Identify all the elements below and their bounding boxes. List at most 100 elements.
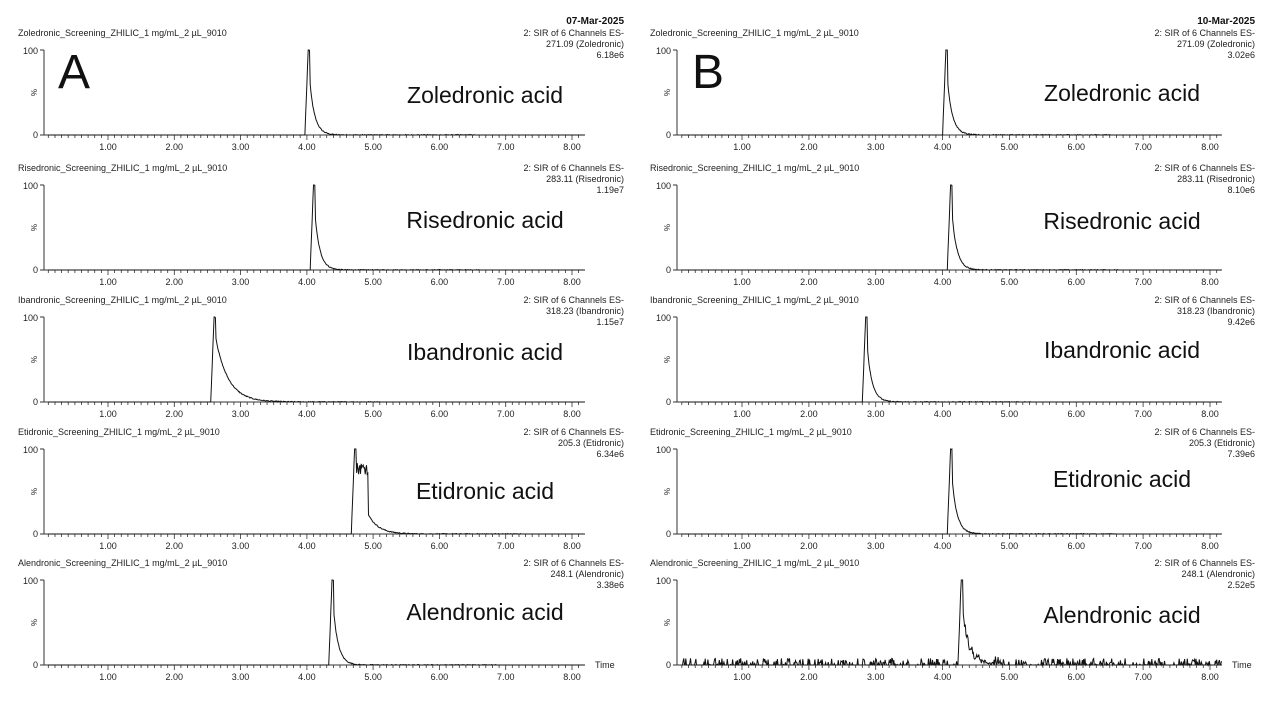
x-ticks (47, 402, 579, 407)
compound-label: Ibandronic acid (1044, 337, 1200, 363)
x-tick-label: 1.00 (733, 541, 751, 551)
sample-name: Risedronic_Screening_ZHILIC_1 mg/mL_2 µL… (18, 163, 227, 173)
intensity-label: 3.02e6 (1227, 50, 1255, 60)
y-axis-label: % (30, 356, 39, 363)
x-tick-label: 1.00 (99, 541, 117, 551)
x-tick-label: 6.00 (1068, 142, 1086, 152)
x-ticks (681, 270, 1218, 275)
channel-label: 2: SIR of 6 Channels ES- (1154, 427, 1255, 437)
chromatogram-trace (48, 448, 585, 535)
x-tick-label: 5.00 (364, 672, 382, 682)
y-tick-label: 100 (656, 181, 671, 191)
x-tick-label: 7.00 (1134, 142, 1152, 152)
chromatogram-trace (681, 316, 1222, 403)
y-axis-label: % (663, 619, 672, 626)
mass-label: 205.3 (Etidronic) (1189, 438, 1255, 448)
x-axis-label: Time (1232, 660, 1252, 670)
channel-label: 2: SIR of 6 Channels ES- (523, 28, 624, 38)
x-tick-label: 4.00 (298, 672, 316, 682)
chromatogram-trace (681, 49, 1222, 136)
intensity-label: 8.10e6 (1227, 185, 1255, 195)
x-ticks (681, 402, 1218, 407)
y-axis-label: % (30, 224, 39, 231)
compound-label: Etidronic acid (1053, 466, 1191, 492)
y-axis-label: % (663, 224, 672, 231)
y-axis-label: % (30, 619, 39, 626)
y-tick-label: 100 (656, 46, 671, 56)
chromatogram-trace (681, 184, 1222, 271)
x-tick-label: 1.00 (99, 672, 117, 682)
compound-label: Alendronic acid (1043, 602, 1200, 628)
mass-label: 271.09 (Zoledronic) (546, 39, 624, 49)
channel-label: 2: SIR of 6 Channels ES- (523, 295, 624, 305)
panel-letter: B (692, 46, 724, 99)
x-tick-label: 4.00 (934, 541, 952, 551)
compound-label: Risedronic acid (406, 207, 563, 233)
x-tick-label: 7.00 (497, 541, 515, 551)
sample-name: Etidronic_Screening_ZHILIC_1 mg/mL_2 µL_… (18, 427, 220, 437)
x-tick-label: 5.00 (1001, 277, 1019, 287)
x-tick-label: 6.00 (1068, 672, 1086, 682)
y-tick-label: 0 (666, 529, 671, 539)
x-tick-label: 3.00 (232, 541, 250, 551)
x-tick-label: 2.00 (800, 277, 818, 287)
x-tick-label: 4.00 (934, 142, 952, 152)
mass-label: 248.1 (Alendronic) (1181, 569, 1255, 579)
y-tick-label: 100 (23, 181, 38, 191)
chromatogram-trace (48, 49, 585, 136)
x-tick-label: 3.00 (232, 672, 250, 682)
x-tick-label: 8.00 (1201, 277, 1219, 287)
channel-label: 2: SIR of 6 Channels ES- (523, 163, 624, 173)
y-tick-label: 100 (23, 445, 38, 455)
x-tick-label: 2.00 (166, 409, 184, 419)
x-tick-label: 7.00 (1134, 672, 1152, 682)
x-tick-label: 5.00 (1001, 672, 1019, 682)
compound-label: Zoledronic acid (1044, 80, 1200, 106)
x-tick-label: 5.00 (1001, 541, 1019, 551)
y-axis-label: % (663, 488, 672, 495)
intensity-label: 1.19e7 (596, 185, 624, 195)
x-ticks (681, 534, 1218, 539)
y-axis-label: % (663, 89, 672, 96)
x-tick-label: 7.00 (497, 142, 515, 152)
chromatogram-trace (48, 184, 585, 271)
mass-label: 205.3 (Etidronic) (558, 438, 624, 448)
x-ticks (47, 665, 579, 670)
sample-name: Alendronic_Screening_ZHILIC_1 mg/mL_2 µL… (650, 558, 859, 568)
x-tick-label: 5.00 (1001, 409, 1019, 419)
x-tick-label: 2.00 (166, 672, 184, 682)
x-axis-label: Time (595, 660, 615, 670)
x-tick-label: 1.00 (733, 142, 751, 152)
x-tick-label: 8.00 (1201, 672, 1219, 682)
compound-label: Ibandronic acid (407, 339, 563, 365)
x-tick-label: 8.00 (1201, 541, 1219, 551)
sample-name: Ibandronic_Screening_ZHILIC_1 mg/mL_2 µL… (650, 295, 859, 305)
chromatogram-trace (48, 579, 585, 666)
acquisition-date: 07-Mar-2025 (566, 16, 624, 27)
y-tick-label: 100 (23, 313, 38, 323)
y-tick-label: 100 (656, 445, 671, 455)
intensity-label: 6.18e6 (596, 50, 624, 60)
compound-label: Risedronic acid (1043, 208, 1200, 234)
y-tick-label: 100 (23, 576, 38, 586)
channel-label: 2: SIR of 6 Channels ES- (523, 558, 624, 568)
x-tick-label: 1.00 (99, 142, 117, 152)
x-tick-label: 7.00 (1134, 277, 1152, 287)
channel-label: 2: SIR of 6 Channels ES- (1154, 295, 1255, 305)
compound-label: Zoledronic acid (407, 82, 563, 108)
x-tick-label: 7.00 (497, 277, 515, 287)
x-tick-label: 1.00 (733, 672, 751, 682)
x-tick-label: 2.00 (166, 277, 184, 287)
x-tick-label: 4.00 (298, 277, 316, 287)
x-tick-label: 6.00 (1068, 541, 1086, 551)
y-tick-label: 0 (666, 660, 671, 670)
x-tick-label: 1.00 (733, 277, 751, 287)
x-tick-label: 3.00 (867, 541, 885, 551)
x-tick-label: 5.00 (364, 541, 382, 551)
x-tick-label: 3.00 (867, 142, 885, 152)
channel-label: 2: SIR of 6 Channels ES- (1154, 558, 1255, 568)
mass-label: 283.11 (Risedronic) (1177, 174, 1255, 184)
x-tick-label: 4.00 (934, 672, 952, 682)
x-tick-label: 8.00 (563, 142, 581, 152)
